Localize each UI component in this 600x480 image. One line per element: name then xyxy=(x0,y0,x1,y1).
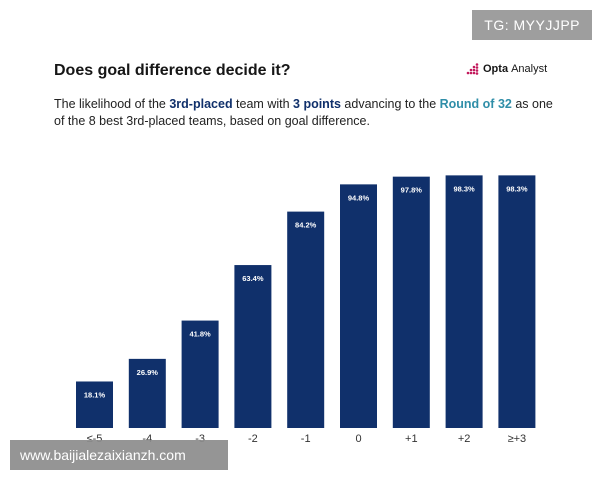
x-tick-label: 0 xyxy=(355,433,361,445)
subtitle-part-4: as one of the 8 best 3rd-placed teams, b… xyxy=(54,97,553,128)
bar-7 xyxy=(392,176,430,428)
bar-value-label: 26.9% xyxy=(137,368,159,377)
bar-6 xyxy=(340,184,377,428)
bar-value-label: 18.1% xyxy=(84,390,106,399)
bar-8 xyxy=(445,175,483,428)
bar-value-label: 98.3% xyxy=(506,184,528,193)
bar-5 xyxy=(287,211,325,428)
bar-value-label: 94.8% xyxy=(348,193,370,202)
brand-opta-text: Opta xyxy=(483,63,509,75)
bar-4 xyxy=(234,265,272,428)
chart-title: Does goal difference decide it? xyxy=(54,62,291,79)
subtitle-highlight-3rd-placed: 3rd-placed xyxy=(169,97,233,111)
bar-value-label: 63.4% xyxy=(242,274,264,283)
bar-1 xyxy=(76,381,113,428)
bar-2 xyxy=(128,358,166,428)
watermark-url: www.baijialezaixianzh.com xyxy=(10,440,228,470)
x-tick-label: +1 xyxy=(405,433,418,445)
x-tick-label: ≥+3 xyxy=(508,433,527,445)
bar-value-label: 41.8% xyxy=(189,330,211,339)
subtitle-part-1: The likelihood of the xyxy=(54,97,170,111)
bar-value-label: 97.8% xyxy=(401,186,423,195)
subtitle-part-3: advancing to the xyxy=(340,97,440,111)
x-tick-label: -2 xyxy=(248,433,258,445)
subtitle-highlight-3-points: 3 points xyxy=(293,97,341,111)
x-tick-label: -4 xyxy=(142,433,152,445)
x-tick-label: -1 xyxy=(301,433,311,445)
x-tick-label: -3 xyxy=(195,433,205,445)
brand-logo: Opta Analyst xyxy=(466,63,547,75)
subtitle-highlight-round-of-32: Round of 32 xyxy=(439,97,512,111)
bar-value-label: 84.2% xyxy=(295,221,317,230)
brand-analyst-text: Analyst xyxy=(511,63,548,75)
bar-3 xyxy=(181,320,219,428)
bar-9 xyxy=(498,175,536,428)
bar-value-label: 98.3% xyxy=(453,184,475,193)
opta-dots-icon xyxy=(466,63,479,75)
tg-badge: TG: MYYJJPP xyxy=(472,10,592,40)
x-tick-label: +2 xyxy=(458,433,471,445)
chart-subtitle: The likelihood of the 3rd-placed team wi… xyxy=(54,96,554,130)
subtitle-part-2: team with xyxy=(232,97,294,111)
